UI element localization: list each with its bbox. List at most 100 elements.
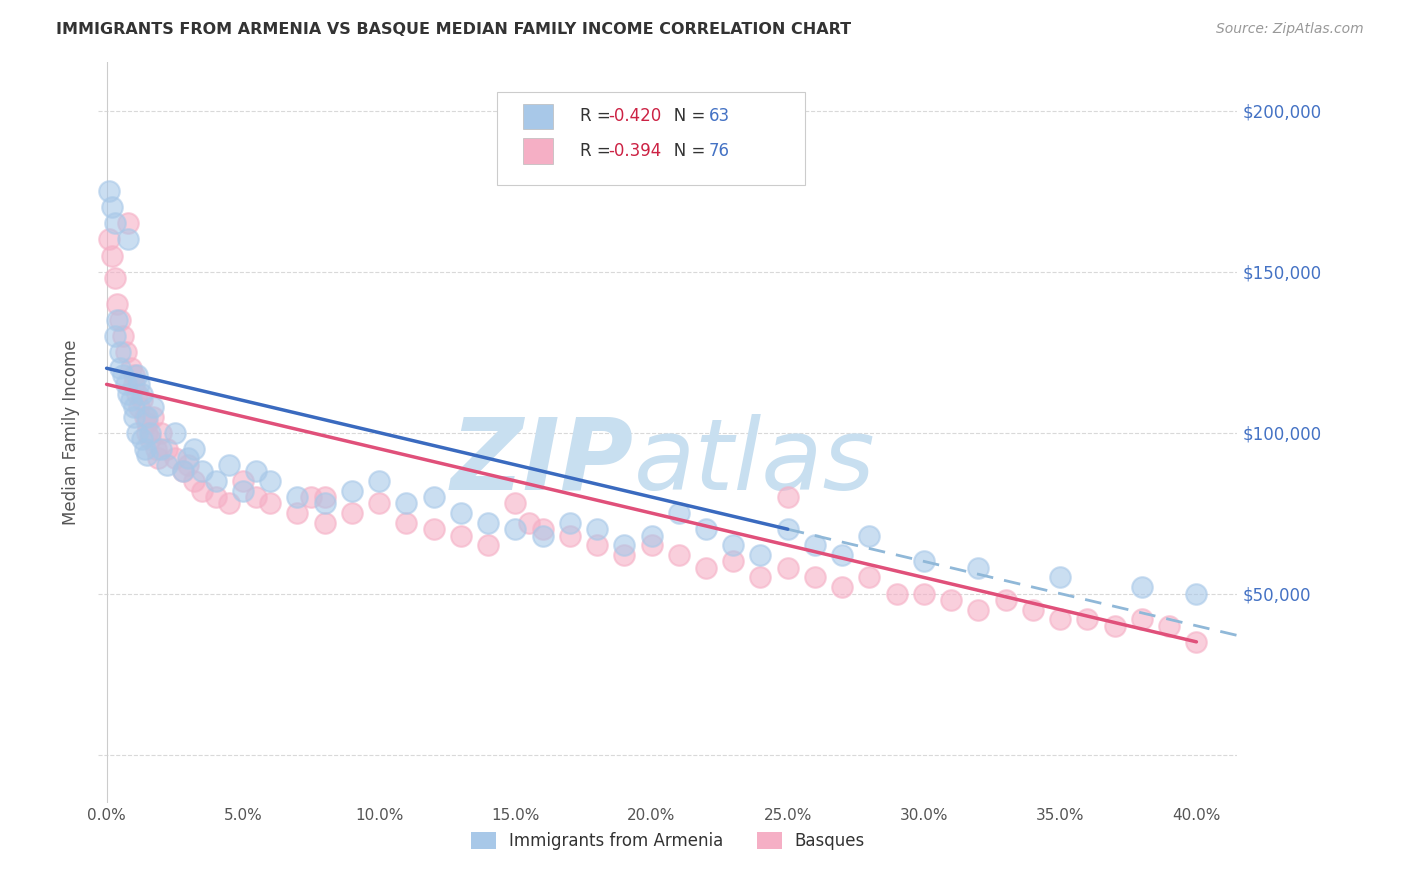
Point bbox=[1130, 612, 1153, 626]
Point bbox=[134, 409, 156, 424]
Point bbox=[586, 522, 609, 536]
Point bbox=[749, 548, 772, 562]
FancyBboxPatch shape bbox=[523, 138, 553, 164]
Point bbox=[640, 528, 662, 542]
Point bbox=[340, 483, 363, 498]
Point bbox=[163, 425, 186, 440]
Point bbox=[110, 361, 132, 376]
Point bbox=[114, 345, 136, 359]
Point bbox=[285, 506, 308, 520]
Point bbox=[150, 425, 173, 440]
Point bbox=[776, 490, 799, 504]
Point bbox=[450, 506, 472, 520]
Point bbox=[450, 528, 472, 542]
Point bbox=[111, 368, 134, 382]
Point bbox=[136, 448, 159, 462]
Point bbox=[101, 249, 124, 263]
Point bbox=[128, 400, 150, 414]
Point bbox=[191, 464, 214, 478]
Point bbox=[668, 548, 690, 562]
Point bbox=[155, 458, 177, 472]
Point bbox=[104, 271, 127, 285]
Point bbox=[613, 548, 636, 562]
Point bbox=[695, 561, 717, 575]
Point bbox=[477, 516, 499, 530]
Point bbox=[183, 442, 205, 456]
Point bbox=[117, 387, 139, 401]
Point bbox=[314, 516, 336, 530]
Point bbox=[395, 516, 418, 530]
Point bbox=[204, 474, 226, 488]
Text: IMMIGRANTS FROM ARMENIA VS BASQUE MEDIAN FAMILY INCOME CORRELATION CHART: IMMIGRANTS FROM ARMENIA VS BASQUE MEDIAN… bbox=[56, 22, 852, 37]
Point bbox=[107, 313, 129, 327]
Point bbox=[804, 570, 827, 584]
Point bbox=[1076, 612, 1098, 626]
Point bbox=[232, 483, 254, 498]
Text: N =: N = bbox=[658, 143, 710, 161]
Point bbox=[98, 232, 121, 246]
Point bbox=[204, 490, 226, 504]
Point bbox=[183, 474, 205, 488]
Point bbox=[139, 425, 162, 440]
Point bbox=[136, 425, 159, 440]
Point bbox=[122, 368, 145, 382]
Point bbox=[107, 297, 129, 311]
Point bbox=[1185, 635, 1208, 649]
Point bbox=[122, 409, 145, 424]
Point bbox=[259, 496, 281, 510]
Point bbox=[967, 602, 990, 616]
Point bbox=[120, 361, 142, 376]
Point bbox=[232, 474, 254, 488]
Point bbox=[422, 490, 444, 504]
Point bbox=[177, 451, 200, 466]
Text: atlas: atlas bbox=[634, 414, 876, 511]
Point bbox=[776, 561, 799, 575]
Point bbox=[155, 442, 177, 456]
Point bbox=[131, 432, 153, 446]
Point bbox=[531, 528, 554, 542]
Text: R =: R = bbox=[581, 108, 616, 126]
Point bbox=[125, 425, 148, 440]
Point bbox=[163, 451, 186, 466]
Point bbox=[776, 522, 799, 536]
Point bbox=[131, 393, 153, 408]
Text: 63: 63 bbox=[709, 108, 730, 126]
Point bbox=[967, 561, 990, 575]
FancyBboxPatch shape bbox=[523, 103, 553, 129]
Point bbox=[314, 496, 336, 510]
Point bbox=[1022, 602, 1045, 616]
Point bbox=[191, 483, 214, 498]
Point bbox=[613, 538, 636, 552]
Point bbox=[218, 458, 240, 472]
Point bbox=[858, 528, 880, 542]
Point bbox=[723, 538, 745, 552]
Point bbox=[134, 442, 156, 456]
Text: 76: 76 bbox=[709, 143, 730, 161]
Point bbox=[1104, 619, 1126, 633]
Point bbox=[368, 496, 391, 510]
Point bbox=[1049, 612, 1071, 626]
Point bbox=[245, 490, 267, 504]
Point bbox=[422, 522, 444, 536]
FancyBboxPatch shape bbox=[498, 92, 804, 185]
Point bbox=[723, 554, 745, 568]
Point bbox=[148, 451, 170, 466]
Point bbox=[110, 313, 132, 327]
Point bbox=[1130, 580, 1153, 594]
Point bbox=[104, 216, 127, 230]
Point bbox=[368, 474, 391, 488]
Point bbox=[142, 400, 165, 414]
Point bbox=[558, 528, 581, 542]
Point bbox=[142, 409, 165, 424]
Point bbox=[245, 464, 267, 478]
Point bbox=[110, 345, 132, 359]
Text: R =: R = bbox=[581, 143, 616, 161]
Legend: Immigrants from Armenia, Basques: Immigrants from Armenia, Basques bbox=[471, 832, 865, 850]
Text: N =: N = bbox=[658, 108, 710, 126]
Point bbox=[150, 442, 173, 456]
Point bbox=[749, 570, 772, 584]
Point bbox=[831, 580, 853, 594]
Point bbox=[136, 416, 159, 430]
Point bbox=[912, 554, 935, 568]
Text: ZIP: ZIP bbox=[451, 414, 634, 511]
